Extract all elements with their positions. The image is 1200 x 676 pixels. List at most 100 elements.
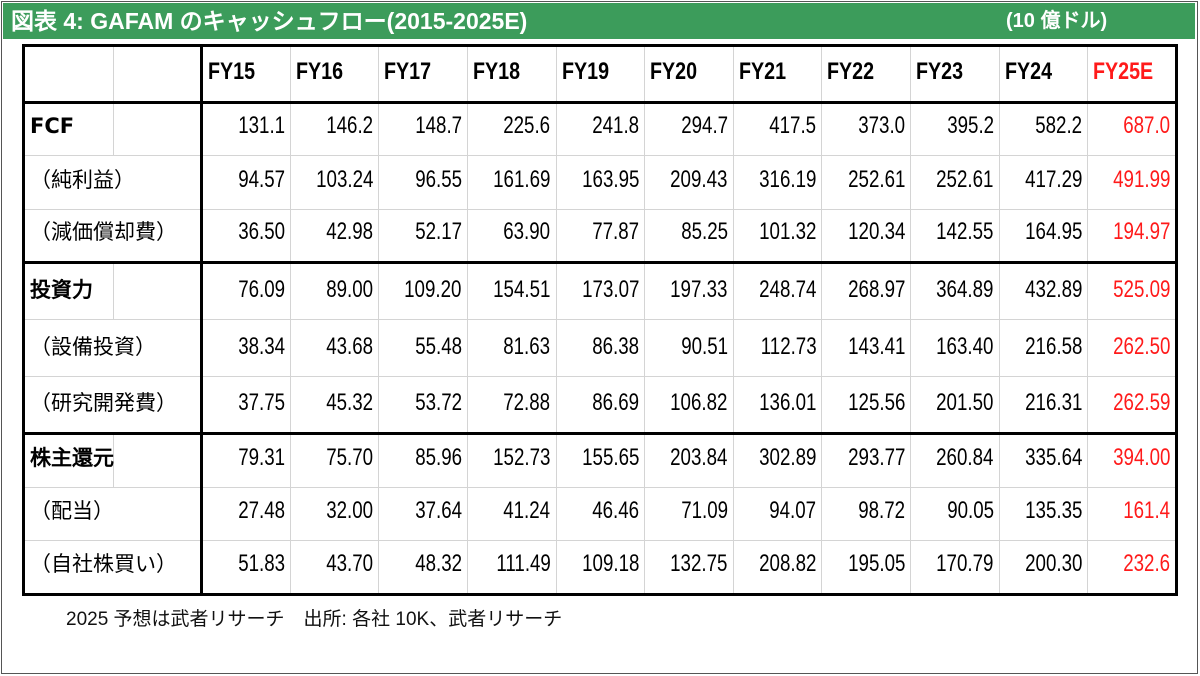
component-row: （配当） 27.48 32.00 37.64 41.24 46.46 71.09 94.07 9… [23, 486, 1177, 542]
value-cell: 94.57 [201, 155, 291, 210]
value-cell: 155.65 [555, 432, 646, 488]
cell-value: 417.29 [1024, 165, 1083, 193]
value-cell: 98.72 [821, 486, 911, 542]
row-label: （自社株買い） [30, 551, 177, 576]
cell-value: 94.57 [237, 165, 285, 193]
value-cell: 302.89 [732, 432, 823, 488]
cell-value: 63.90 [503, 217, 551, 245]
value-cell: 364.89 [910, 261, 1000, 320]
cell-value: 216.31 [1024, 388, 1083, 416]
cell-value: 89.00 [326, 275, 374, 303]
column-header: FY16 [289, 45, 380, 104]
value-cell: 135.35 [998, 486, 1089, 542]
cell-value: 103.24 [315, 165, 374, 193]
column-header-label: FY25E [1093, 58, 1154, 85]
total-row: 投資力 76.09 89.00 109.20 154.51 173.07 197.33 248… [23, 261, 1177, 320]
cell-value: 209.43 [670, 165, 728, 193]
value-cell: 90.05 [910, 486, 1000, 542]
value-cell: 154.51 [466, 261, 557, 320]
cell-value: 195.05 [847, 549, 905, 577]
value-cell: 85.96 [378, 432, 468, 488]
value-cell: 194.97 [1087, 208, 1177, 264]
row-label: （設備投資） [30, 334, 156, 359]
column-header: FY21 [732, 45, 823, 104]
cell-value: 94.07 [769, 497, 817, 525]
cell-value: 86.38 [592, 332, 640, 360]
value-cell: 43.70 [289, 540, 380, 596]
cell-value: 268.97 [847, 275, 905, 303]
value-cell: 200.30 [998, 540, 1089, 596]
cell-value: 45.32 [326, 388, 374, 416]
cell-value: 55.48 [415, 332, 462, 360]
value-cell: 89.00 [289, 261, 380, 320]
cell-value: 135.35 [1024, 497, 1083, 525]
cell-value: 112.73 [760, 332, 817, 360]
cell-value: 42.98 [326, 217, 374, 245]
title-bar: 図表 4: GAFAM のキャッシュフロー(2015-2025E) (10 億ド… [3, 3, 1195, 39]
cell-value: 201.50 [936, 388, 994, 416]
cell-value: 232.6 [1123, 549, 1170, 577]
cell-value: 131.1 [237, 112, 285, 140]
row-label-cell: （研究開発費） [23, 375, 203, 435]
value-cell: 394.00 [1087, 432, 1177, 488]
unit-label: (10 億ドル) [1006, 10, 1108, 32]
cell-value: 143.41 [847, 332, 905, 360]
value-cell: 203.84 [644, 432, 734, 488]
cell-value: 432.89 [1024, 275, 1083, 303]
cell-value: 161.69 [493, 165, 551, 193]
cell-value: 316.19 [759, 165, 817, 193]
cell-value: 525.09 [1112, 275, 1170, 303]
value-cell: 52.17 [378, 208, 468, 264]
cell-value: 164.95 [1024, 217, 1083, 245]
cell-value: 155.65 [581, 443, 640, 471]
cell-value: 216.58 [1024, 332, 1083, 360]
value-cell: 94.07 [732, 486, 823, 542]
value-cell: 103.24 [289, 155, 380, 210]
value-cell: 112.73 [732, 318, 823, 377]
value-cell: 373.0 [821, 101, 911, 157]
cell-value: 120.34 [847, 217, 905, 245]
cell-value: 154.51 [493, 275, 551, 303]
cell-value: 43.70 [326, 549, 374, 577]
cell-value: 373.0 [858, 112, 905, 140]
cell-value: 395.2 [946, 112, 994, 140]
value-cell: 432.89 [998, 261, 1089, 320]
value-cell: 262.50 [1087, 318, 1177, 377]
value-cell: 51.83 [201, 540, 291, 596]
value-cell: 143.41 [821, 318, 911, 377]
row-label: 株主還元 [30, 445, 114, 470]
cell-value: 37.75 [237, 388, 285, 416]
cell-value: 125.56 [847, 388, 905, 416]
component-row: （設備投資） 38.34 43.68 55.48 81.63 86.38 90.51 112.… [23, 318, 1177, 377]
row-label-spacer [113, 432, 203, 488]
row-label-spacer [113, 261, 203, 320]
cell-value: 101.32 [759, 217, 817, 245]
cell-value: 687.0 [1123, 112, 1170, 140]
cell-value: 27.48 [237, 497, 285, 525]
cell-value: 161.4 [1123, 497, 1170, 525]
value-cell: 252.61 [910, 155, 1000, 210]
column-header: FY15 [201, 45, 291, 104]
value-cell: 109.18 [555, 540, 646, 596]
total-row: FCF 131.1 146.2 148.7 225.6 241.8 294.7 417.5 37… [23, 101, 1177, 157]
column-header-label: FY24 [1004, 58, 1052, 85]
value-cell: 197.33 [644, 261, 734, 320]
value-cell: 101.32 [732, 208, 823, 264]
cell-value: 75.70 [326, 443, 374, 471]
cell-value: 106.82 [670, 388, 728, 416]
cell-value: 90.51 [680, 332, 728, 360]
cell-value: 417.5 [769, 112, 817, 140]
cell-value: 203.84 [670, 443, 728, 471]
cell-value: 79.31 [237, 443, 285, 471]
component-row: （減価償却費） 36.50 42.98 52.17 63.90 77.87 85.25 101… [23, 208, 1177, 264]
value-cell: 294.7 [644, 101, 734, 157]
corner-cell [23, 45, 114, 104]
value-cell: 161.69 [466, 155, 557, 210]
value-cell: 163.95 [555, 155, 646, 210]
column-header: FY24 [998, 45, 1089, 104]
cell-value: 262.50 [1112, 332, 1170, 360]
cell-value: 148.7 [415, 112, 462, 140]
value-cell: 131.1 [201, 101, 291, 157]
value-cell: 72.88 [466, 375, 557, 435]
